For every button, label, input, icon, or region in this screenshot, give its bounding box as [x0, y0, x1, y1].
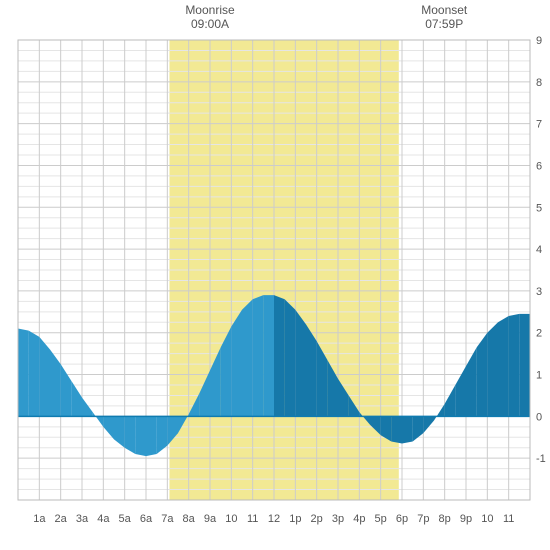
x-tick-label: 6a [140, 513, 153, 525]
y-tick-label: 3 [536, 286, 542, 298]
x-tick-label: 1a [33, 513, 46, 525]
y-tick-label: 4 [536, 244, 542, 256]
x-tick-label: 4a [97, 513, 110, 525]
x-tick-label: 10 [225, 513, 237, 525]
x-tick-label: 3a [76, 513, 89, 525]
tide-chart: -101234567891a2a3a4a5a6a7a8a9a1011121p2p… [0, 0, 550, 550]
y-tick-label: 8 [536, 77, 542, 89]
moonrise-time: 09:00A [191, 17, 229, 31]
x-tick-label: 8p [439, 513, 451, 525]
y-tick-label: 6 [536, 160, 542, 172]
x-tick-label: 8a [183, 513, 196, 525]
y-tick-label: 5 [536, 202, 542, 214]
x-tick-label: 11 [503, 513, 514, 525]
y-tick-label: 1 [536, 370, 542, 382]
x-tick-label: 1p [289, 513, 301, 525]
x-tick-label: 5p [375, 513, 387, 525]
x-tick-label: 12 [268, 513, 280, 525]
x-tick-label: 3p [332, 513, 344, 525]
moonset-time: 07:59P [425, 17, 463, 31]
x-tick-label: 4p [353, 513, 365, 525]
x-tick-label: 10 [481, 513, 493, 525]
x-tick-label: 6p [396, 513, 408, 525]
moonset-title: Moonset [421, 3, 468, 17]
x-tick-label: 11 [247, 513, 258, 525]
x-tick-label: 9p [460, 513, 472, 525]
y-tick-label: 7 [536, 119, 542, 131]
y-tick-label: 0 [536, 411, 542, 423]
x-axis-labels: 1a 2a 3a 4a 5a 6a 7a 8a 9a 10 11 12 1p 2p 3p 4p 5p 6p 7p 8p… [33, 513, 514, 525]
moonrise-title: Moonrise [185, 3, 235, 17]
x-tick-label: 7a [161, 513, 174, 525]
y-tick-label: -1 [536, 453, 546, 465]
x-tick-label: 7p [417, 513, 429, 525]
x-tick-label: 2p [311, 513, 323, 525]
x-tick-label: 2a [55, 513, 68, 525]
y-tick-label: 2 [536, 328, 542, 340]
y-tick-label: 9 [536, 35, 542, 47]
x-tick-label: 9a [204, 513, 217, 525]
x-tick-label: 5a [119, 513, 132, 525]
